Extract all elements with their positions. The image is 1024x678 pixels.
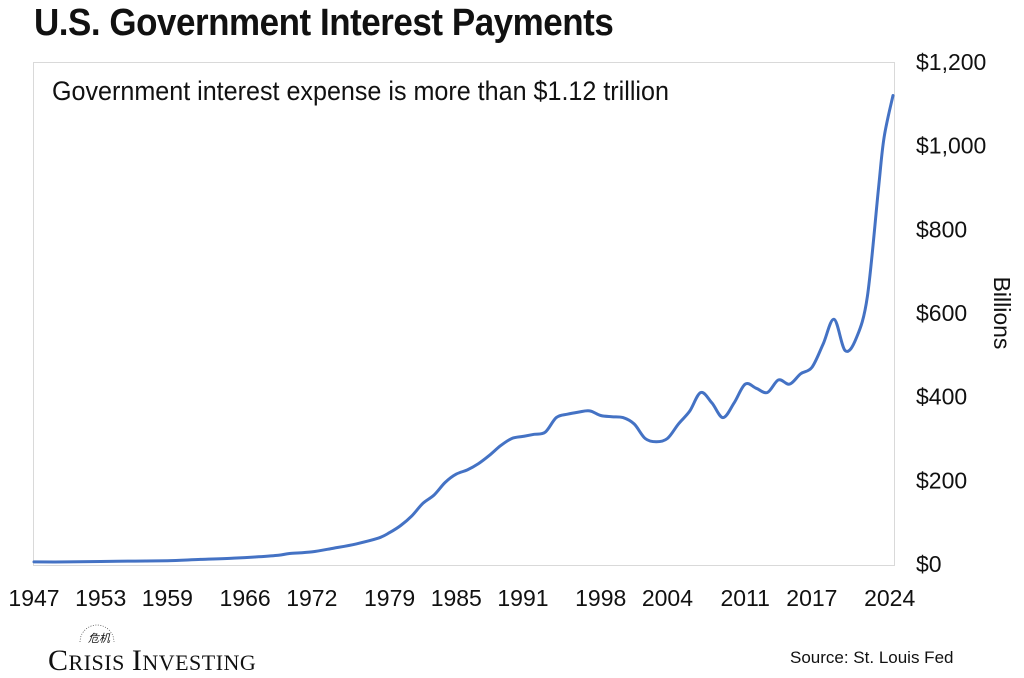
- y-tick-label: $1,200: [916, 49, 986, 75]
- x-tick-label: 2024: [864, 585, 915, 611]
- y-tick-label: $0: [916, 551, 942, 577]
- chart-title: U.S. Government Interest Payments: [34, 2, 614, 44]
- plot-area: [33, 62, 895, 566]
- x-tick-label: 1998: [575, 585, 626, 611]
- x-tick-label: 1966: [220, 585, 271, 611]
- y-tick-label: $800: [916, 216, 967, 242]
- source-note: Source: St. Louis Fed: [790, 648, 954, 667]
- y-axis-label: Billions: [989, 277, 1015, 350]
- x-tick-label: 2011: [720, 585, 769, 611]
- brand-seal-icon: 危机: [79, 624, 115, 645]
- brand-logo: 危机 CRISIS INVESTING: [48, 622, 298, 677]
- svg-text:危机: 危机: [88, 632, 111, 645]
- series-layer: [32, 94, 895, 564]
- y-tick-label: $600: [916, 300, 967, 326]
- y-tick-label: $400: [916, 384, 967, 410]
- x-tick-label: 1953: [75, 585, 126, 611]
- series-line: [32, 94, 895, 564]
- y-tick-label: $1,000: [916, 133, 986, 159]
- x-tick-label: 1947: [8, 585, 59, 611]
- x-axis-ticks: 1947 1953 1959 1966 1972 1979 1985 1991 1998 2004…: [8, 585, 915, 611]
- y-axis-ticks: $0 $200 $400 $600 $800 $1,000 $1,200: [916, 49, 986, 577]
- brand-name: CRISIS INVESTING: [48, 644, 257, 677]
- x-tick-label: 1991: [497, 585, 548, 611]
- x-tick-label: 2004: [642, 585, 693, 611]
- x-tick-label: 1979: [364, 585, 415, 611]
- x-tick-label: 1985: [431, 585, 482, 611]
- x-tick-label: 2017: [786, 585, 837, 611]
- x-tick-label: 1959: [142, 585, 193, 611]
- x-tick-label: 1972: [286, 585, 337, 611]
- y-tick-label: $200: [916, 467, 967, 493]
- chart-annotation: Government interest expense is more than…: [52, 76, 669, 106]
